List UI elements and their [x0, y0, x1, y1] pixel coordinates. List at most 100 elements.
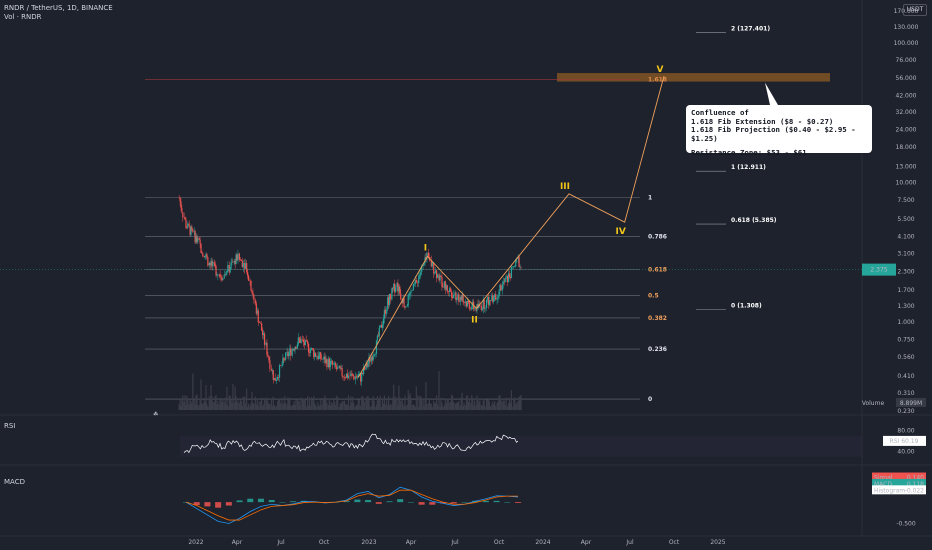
volume-bar: [376, 396, 378, 410]
volume-bar: [273, 404, 275, 410]
volume-bar: [317, 402, 319, 410]
candle-body: [270, 368, 272, 371]
candle-body: [471, 306, 473, 310]
volume-bar: [241, 405, 243, 410]
candle-body: [314, 352, 317, 357]
volume-bar: [208, 396, 210, 410]
volume-bar: [411, 404, 414, 410]
candle-body: [393, 283, 395, 289]
volume-bar: [519, 396, 521, 410]
macd-histogram-bar: [257, 498, 264, 503]
candle-body: [314, 352, 316, 357]
volume-bar: [360, 405, 362, 410]
candle-body: [303, 342, 305, 346]
volume-bar: [387, 405, 389, 410]
volume-bar: [203, 399, 205, 410]
time-tick-label: Jul: [625, 539, 634, 546]
volume-bar: [478, 402, 480, 410]
macd-histogram-bar: [236, 500, 243, 503]
volume-bar: [497, 401, 499, 410]
volume-bar: [433, 400, 435, 410]
candle-body: [263, 333, 266, 345]
volume-bar: [520, 395, 522, 410]
candle-body: [434, 272, 436, 274]
macd-badge: [872, 472, 926, 482]
volume-bar: [455, 403, 457, 410]
candle-body: [228, 264, 230, 273]
candle-body: [513, 266, 515, 268]
candle-body: [491, 295, 493, 301]
time-tick-label: Jul: [450, 539, 459, 546]
volume-bar: [352, 396, 354, 410]
volume-bar: [493, 404, 495, 410]
time-tick-label: 2022: [188, 539, 203, 546]
price-candles: [0, 194, 862, 387]
candle-body: [494, 294, 496, 298]
volume-bar: [294, 404, 296, 410]
volume-bar: [381, 406, 383, 410]
candle-body: [456, 298, 458, 301]
candle-body: [239, 259, 241, 261]
candle-body: [509, 277, 512, 278]
candle-body: [312, 348, 314, 350]
volume-bar: [429, 403, 431, 410]
price-tick-label: 1.300: [897, 303, 914, 310]
volume-bar: [518, 396, 520, 410]
volume-bar: [274, 406, 276, 410]
price-tick-label: 0.750: [897, 336, 914, 343]
candle-body: [381, 324, 384, 328]
candle-body: [315, 356, 318, 357]
candle-body: [395, 287, 397, 292]
macd-histogram-bar: [375, 502, 382, 504]
candle-body: [194, 231, 196, 243]
volume-bar: [487, 399, 490, 410]
volume-bar: [354, 406, 356, 410]
candle-body: [422, 264, 424, 267]
volume-bar: [413, 405, 415, 410]
volume-bar: [449, 402, 451, 410]
macd-badge-value: -0.022: [905, 487, 925, 494]
time-tick-label: Oct: [319, 539, 330, 546]
volume-bar: [201, 403, 203, 410]
volume-bar: [373, 400, 375, 410]
rsi-tick-label: 40.00: [897, 449, 914, 456]
callout-line-2: 1.618 Fib Extension ($8 - $0.27): [691, 116, 834, 126]
candle-body: [190, 226, 192, 235]
volume-bar: [204, 402, 206, 410]
candle-body: [403, 298, 405, 307]
fib-label-0.236: 0.236: [648, 346, 667, 353]
volume-bar: [403, 406, 405, 410]
volume-bar: [349, 405, 351, 410]
candle-body: [198, 238, 200, 240]
projection-label: 0.618 (5.385): [731, 217, 777, 224]
volume-bar: [393, 384, 395, 410]
volume-bar: [257, 406, 259, 410]
volume-bar: [434, 403, 436, 410]
candle-body: [382, 318, 385, 325]
candle-body: [474, 308, 476, 310]
currency-button[interactable]: USDT: [903, 4, 927, 16]
candle-body: [186, 227, 188, 229]
time-tick-label: Apr: [581, 539, 592, 546]
candle-body: [441, 276, 443, 287]
volume-bar: [301, 399, 304, 410]
volume-bar: [409, 393, 411, 410]
volume-bar: [442, 406, 444, 410]
volume-bar: [467, 401, 469, 410]
volume-bar: [475, 405, 477, 410]
volume-bar: [287, 397, 289, 410]
volume-bar: [377, 399, 379, 410]
volume-bar: [214, 396, 216, 410]
volume-bar: [205, 385, 207, 410]
volume-bar: [357, 399, 359, 410]
candle-body: [225, 272, 227, 276]
volume-bar: [268, 404, 270, 410]
volume-bar: [342, 401, 344, 410]
volume-bar: [266, 399, 268, 410]
candle-body: [495, 294, 497, 300]
volume-bar: [289, 399, 291, 410]
wave-label-II: II: [471, 315, 478, 325]
volume-bar: [300, 397, 302, 410]
volume-bar: [363, 397, 365, 410]
candle-body: [344, 377, 347, 379]
